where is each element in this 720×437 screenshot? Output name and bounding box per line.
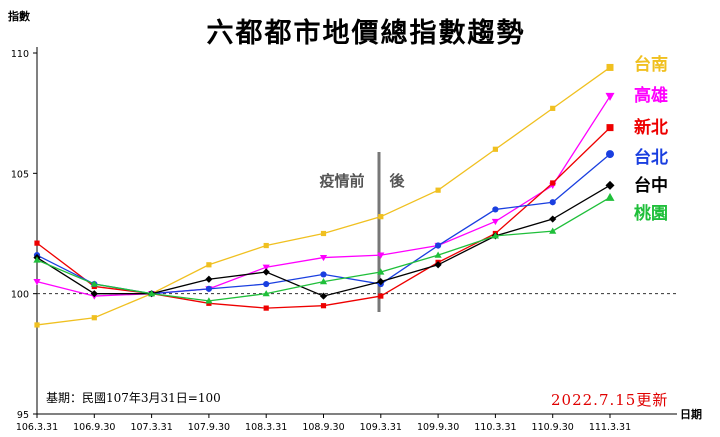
data-point bbox=[377, 268, 385, 275]
x-tick-label: 108.9.30 bbox=[302, 422, 344, 433]
series-line bbox=[36, 95, 611, 297]
covid-label-after: 後 bbox=[388, 172, 405, 190]
x-tick-label: 106.9.30 bbox=[73, 422, 115, 433]
data-point bbox=[378, 293, 384, 299]
covid-label-before: 疫情前 bbox=[319, 172, 364, 190]
x-tick-label: 110.9.30 bbox=[532, 422, 574, 433]
data-point bbox=[549, 215, 557, 223]
legend-item: 台中 bbox=[634, 175, 668, 196]
x-tick-label: 109.3.31 bbox=[360, 422, 402, 433]
x-tick-label: 106.3.31 bbox=[16, 422, 58, 433]
data-point bbox=[33, 279, 41, 286]
series-group bbox=[33, 63, 615, 328]
x-tick-label: 107.3.31 bbox=[130, 422, 172, 433]
y-ticks: 95 100 105 110 bbox=[11, 49, 37, 421]
data-point bbox=[320, 230, 327, 237]
data-point bbox=[434, 261, 442, 269]
y-axis-label: 指數 bbox=[8, 9, 30, 23]
data-point bbox=[606, 150, 614, 159]
series-5 bbox=[33, 192, 615, 304]
data-point bbox=[262, 264, 270, 271]
y-tick-label: 105 bbox=[11, 169, 29, 180]
data-point bbox=[205, 297, 213, 304]
update-note: 2022.7.15更新 bbox=[551, 391, 668, 409]
x-tick-label: 107.9.30 bbox=[188, 422, 230, 433]
data-point bbox=[550, 180, 556, 186]
data-point bbox=[34, 322, 40, 328]
legend-item: 高雄 bbox=[634, 85, 668, 106]
data-point bbox=[205, 275, 213, 283]
x-tick-label: 109.9.30 bbox=[417, 422, 459, 433]
x-axis-label: 日期 bbox=[680, 407, 702, 421]
data-point bbox=[263, 280, 270, 288]
data-point bbox=[550, 105, 556, 111]
data-point bbox=[377, 252, 385, 259]
data-point bbox=[148, 290, 156, 297]
data-point bbox=[491, 218, 499, 226]
data-point bbox=[377, 278, 385, 286]
data-point bbox=[90, 290, 98, 298]
data-point bbox=[605, 180, 615, 190]
x-tick-label: 110.3.31 bbox=[474, 422, 516, 433]
axes bbox=[36, 47, 677, 415]
series-1 bbox=[33, 92, 615, 300]
y-tick-label: 95 bbox=[17, 410, 29, 421]
data-point bbox=[435, 242, 442, 249]
data-point bbox=[205, 285, 212, 292]
series-line bbox=[36, 66, 611, 326]
data-point bbox=[549, 227, 557, 234]
data-point bbox=[319, 278, 328, 285]
data-point bbox=[378, 214, 384, 220]
base-note: 基期：民國107年3月31日=100 bbox=[46, 391, 221, 405]
data-point bbox=[605, 192, 615, 201]
chart-title: 六都都市地價總指數趨勢 bbox=[207, 17, 526, 49]
data-point bbox=[492, 146, 498, 152]
series-line bbox=[36, 196, 611, 302]
x-tick-label: 108.3.31 bbox=[245, 422, 287, 433]
data-point bbox=[33, 256, 41, 263]
data-point bbox=[434, 251, 442, 258]
data-point bbox=[90, 280, 98, 287]
legend-item: 台南 bbox=[634, 54, 668, 75]
data-point bbox=[605, 92, 615, 101]
data-point bbox=[263, 242, 269, 249]
data-point bbox=[549, 199, 556, 206]
data-point bbox=[606, 124, 614, 132]
data-point bbox=[606, 63, 614, 71]
data-point bbox=[319, 254, 328, 262]
x-tick-label: 111.3.31 bbox=[589, 422, 631, 433]
y-tick-label: 110 bbox=[11, 49, 29, 60]
data-point bbox=[320, 303, 327, 309]
data-point bbox=[319, 292, 328, 300]
data-point bbox=[492, 206, 499, 213]
y-tick-label: 100 bbox=[11, 290, 29, 301]
data-point bbox=[435, 187, 441, 193]
x-ticks: 106.3.31 106.9.30 107.3.31 107.9.30 108.3.31… bbox=[16, 414, 631, 433]
data-point bbox=[320, 271, 327, 278]
legend-item: 新北 bbox=[634, 117, 668, 138]
data-point bbox=[263, 305, 269, 311]
data-point bbox=[262, 268, 270, 276]
data-point bbox=[262, 290, 270, 297]
legend-item: 台北 bbox=[634, 147, 668, 168]
data-point bbox=[34, 240, 40, 246]
data-point bbox=[491, 232, 499, 239]
legend-item: 桃園 bbox=[634, 203, 668, 224]
data-point bbox=[206, 262, 212, 268]
data-point bbox=[91, 315, 97, 321]
